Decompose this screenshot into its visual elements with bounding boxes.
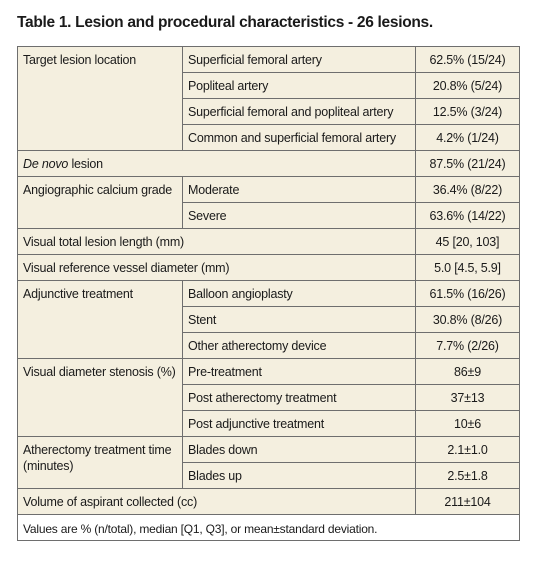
row-value: 5.0 [4.5, 5.9]	[415, 254, 520, 281]
row-label-text: Atherectomy treatment time (minutes)	[23, 443, 172, 473]
table-row: Stent 30.8% (8/26)	[18, 306, 520, 333]
row-value: 30.8% (8/26)	[415, 306, 520, 333]
row-label: Adjunctive treatment	[17, 280, 183, 359]
row-label-text: Visual reference vessel diameter (mm)	[23, 261, 230, 275]
row-value: 10±6	[415, 410, 520, 437]
row-value: 2.1±1.0	[415, 436, 520, 463]
row-value: 36.4% (8/22)	[415, 176, 520, 203]
footnote: Values are % (n/total), median [Q1, Q3],…	[17, 514, 520, 541]
row-sublabel: Pre-treatment	[182, 358, 416, 385]
table: Target lesion location Superficial femora…	[17, 46, 520, 541]
row-label: De novo lesion	[17, 150, 416, 177]
table-title: Table 1. Lesion and procedural character…	[17, 14, 433, 31]
row-label-text: Target lesion location	[23, 53, 137, 67]
row-sublabel: Superficial femoral artery	[182, 46, 416, 73]
row-value: 63.6% (14/22)	[415, 202, 520, 229]
row-sublabel: Common and superficial femoral artery	[182, 124, 416, 151]
table-row: Common and superficial femoral artery 4.2…	[18, 124, 520, 151]
row-label-italic: De novo	[23, 157, 69, 171]
row-label-text: Volume of aspirant collected (cc)	[23, 495, 198, 509]
row-sublabel: Superficial femoral and popliteal artery	[182, 98, 416, 125]
table-row: Visual diameter stenosis (%) Pre-treatmen…	[17, 358, 520, 437]
row-label: Visual reference vessel diameter (mm)	[17, 254, 416, 281]
row-sublabel: Blades down	[182, 436, 416, 463]
row-sublabel: Post adjunctive treatment	[182, 410, 416, 437]
row-label: Atherectomy treatment time (minutes)	[17, 436, 183, 489]
row-sublabel: Stent	[182, 306, 416, 333]
table-row: Visual total lesion length (mm) 45 [20, 1…	[17, 228, 520, 255]
row-sublabel: Balloon angioplasty	[182, 280, 416, 307]
row-label-text: Angiographic calcium grade	[23, 183, 173, 197]
row-value: 87.5% (21/24)	[415, 150, 520, 177]
row-label: Visual diameter stenosis (%)	[17, 358, 183, 437]
table-row: Angiographic calcium grade Moderate 36.4% …	[17, 176, 520, 229]
footnote-row: Values are % (n/total), median [Q1, Q3],…	[17, 514, 520, 541]
table-row: Visual reference vessel diameter (mm) 5.0…	[17, 254, 520, 281]
row-label-text: Visual total lesion length (mm)	[23, 235, 185, 249]
row-value: 4.2% (1/24)	[415, 124, 520, 151]
table-row: Severe 63.6% (14/22)	[18, 202, 520, 229]
row-value: 20.8% (5/24)	[415, 72, 520, 99]
table-row: Post atherectomy treatment 37±13	[18, 384, 520, 411]
row-label-text: Adjunctive treatment	[23, 287, 133, 301]
table-row: Target lesion location Superficial femora…	[17, 46, 520, 151]
table-row: Atherectomy treatment time (minutes) Blad…	[17, 436, 520, 489]
table-row: Volume of aspirant collected (cc) 211±104	[17, 488, 520, 515]
row-label-text: lesion	[71, 157, 103, 171]
row-sublabel: Blades up	[182, 462, 416, 489]
row-label: Visual total lesion length (mm)	[17, 228, 416, 255]
row-value: 86±9	[415, 358, 520, 385]
row-label: Volume of aspirant collected (cc)	[17, 488, 416, 515]
table-row: Popliteal artery 20.8% (5/24)	[18, 72, 520, 99]
table-row: Adjunctive treatment Balloon angioplasty 6…	[17, 280, 520, 359]
row-sublabel: Post atherectomy treatment	[182, 384, 416, 411]
row-value: 62.5% (15/24)	[415, 46, 520, 73]
row-label-text: Visual diameter stenosis (%)	[23, 365, 176, 379]
row-value: 37±13	[415, 384, 520, 411]
row-value: 211±104	[415, 488, 520, 515]
row-label: Target lesion location	[17, 46, 183, 151]
row-sublabel: Other atherectomy device	[182, 332, 416, 359]
table-row: De novo lesion 87.5% (21/24)	[17, 150, 520, 177]
row-sublabel: Popliteal artery	[182, 72, 416, 99]
row-value: 2.5±1.8	[415, 462, 520, 489]
row-value: 12.5% (3/24)	[415, 98, 520, 125]
table-row: Post adjunctive treatment 10±6	[18, 410, 520, 437]
row-value: 45 [20, 103]	[415, 228, 520, 255]
row-sublabel: Severe	[182, 202, 416, 229]
row-label: Angiographic calcium grade	[17, 176, 183, 229]
row-value: 7.7% (2/26)	[415, 332, 520, 359]
row-sublabel: Moderate	[182, 176, 416, 203]
row-value: 61.5% (16/26)	[415, 280, 520, 307]
table-row: Other atherectomy device 7.7% (2/26)	[18, 332, 520, 359]
